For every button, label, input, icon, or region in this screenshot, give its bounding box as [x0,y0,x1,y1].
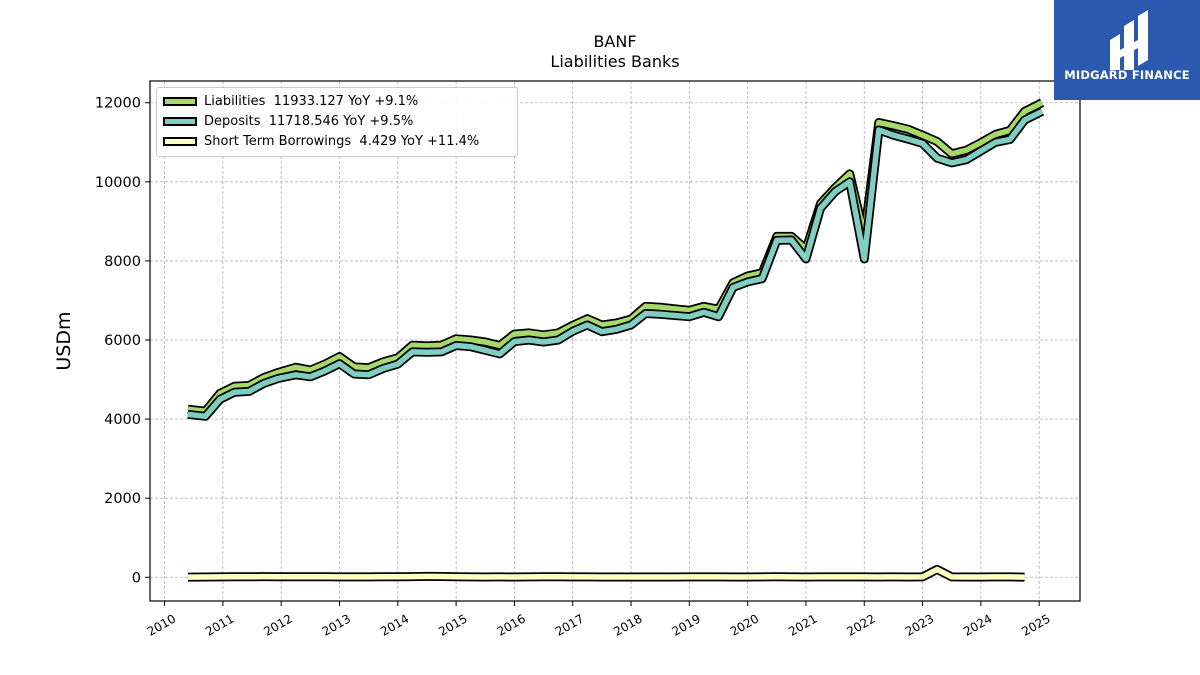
y-tick-label: 6000 [104,333,141,349]
x-tick-label: 2012 [261,611,294,638]
y-tick-label: 12000 [95,96,141,112]
y-tick-label: 8000 [104,254,141,270]
x-tick-label: 2025 [1019,611,1052,638]
chart-subtitle: Liabilities Banks [550,52,679,71]
x-tick-label: 2023 [903,611,936,638]
logo-text: MIDGARD FINANCE [1064,68,1190,82]
y-tick-label: 2000 [104,491,141,507]
x-tick-label: 2024 [961,611,994,638]
plot-frame [149,80,1081,602]
legend-item-deposits: Deposits 11718.546 YoY +9.5% [163,113,413,129]
legend-swatch-liabilities [163,96,197,106]
legend-item-short-term-borrowings: Short Term Borrowings 4.429 YoY +11.4% [163,133,479,149]
legend-label-short-term-borrowings: Short Term Borrowings 4.429 YoY +11.4% [204,133,480,149]
legend-item-liabilities: Liabilities 11933.127 YoY +9.1% [163,93,418,109]
legend-swatch-short-term-borrowings [163,136,197,146]
x-tick-label: 2022 [844,611,877,638]
x-tick-label: 2021 [786,611,819,638]
series-line-short-term-borrowings [187,566,1025,580]
logo-mark-icon [1110,10,1148,70]
y-tick-label: 4000 [104,412,141,428]
axes: 0 2000 4000 6000 8000 10000 12000 2010 2011 2012 2… [95,80,1081,639]
legend: Liabilities 11933.127 YoY +9.1% Deposits… [156,87,518,157]
series-line-liabilities [187,100,1044,414]
legend-label-deposits: Deposits 11718.546 YoY +9.5% [204,113,414,129]
x-tick-label: 2015 [436,611,469,638]
series-layer [187,98,1045,582]
y-tick-label: 10000 [95,175,141,191]
x-tick-label: 2011 [203,611,236,638]
series-outline-deposits [187,107,1045,421]
series-line-deposits [187,108,1044,420]
chart-title: BANF [593,32,636,51]
y-axis-label: USDm [53,311,75,370]
x-tick-label: 2017 [553,611,586,638]
y-tick-label: 0 [132,570,141,586]
x-tick-label: 2018 [611,611,644,638]
legend-swatch-deposits [163,116,197,126]
x-tick-label: 2016 [495,611,528,638]
x-tick-label: 2010 [145,611,178,638]
x-tick-label: 2013 [320,611,353,638]
x-tick-label: 2019 [670,611,703,638]
x-tick-label: 2020 [728,611,761,638]
logo: MIDGARD FINANCE [1054,0,1200,100]
legend-label-liabilities: Liabilities 11933.127 YoY +9.1% [204,93,419,109]
x-tick-label: 2014 [378,611,411,638]
